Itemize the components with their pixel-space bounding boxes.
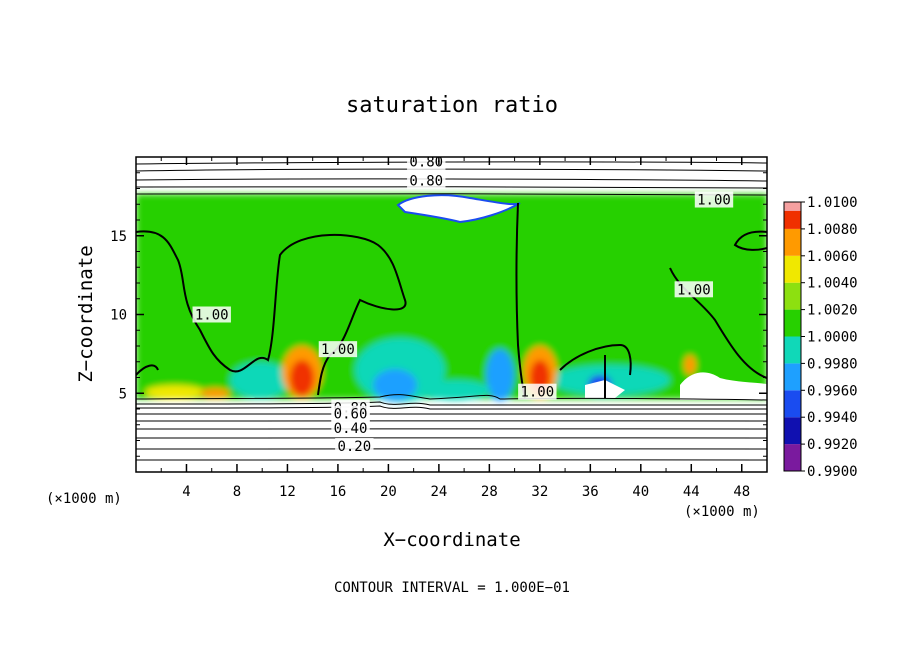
contour-label-bg bbox=[407, 157, 446, 170]
contour-label-bg bbox=[407, 172, 446, 189]
colorbar-label: 1.0000 bbox=[807, 330, 858, 346]
contour-label: 0.20 bbox=[337, 439, 371, 455]
colorbar-segment bbox=[784, 309, 801, 337]
contour-label: 1.00 bbox=[321, 342, 355, 358]
contour-label-bg bbox=[331, 419, 370, 436]
x-axis: 4 8 12 16 20 24 28 32 36 40 44 48 bbox=[160, 157, 750, 500]
x-tick-label: 36 bbox=[582, 484, 599, 500]
y-axis-label: Z−coordinate bbox=[75, 245, 97, 382]
x-tick-label: 40 bbox=[632, 484, 649, 500]
colorbar-segment bbox=[784, 282, 801, 310]
lower-clear-region bbox=[680, 372, 767, 400]
contour-label: 0.60 bbox=[334, 407, 368, 423]
x-tick-label: 4 bbox=[182, 484, 190, 500]
colorbar-label: 0.9960 bbox=[807, 383, 858, 399]
x-tick-label: 8 bbox=[233, 484, 241, 500]
colorbar-label: 1.0060 bbox=[807, 249, 858, 265]
contour-label-bg bbox=[318, 341, 358, 358]
y-tick-label: 5 bbox=[119, 386, 127, 402]
y-tick-label: 15 bbox=[110, 229, 127, 245]
x-tick-label: 48 bbox=[733, 484, 750, 500]
x-tick-label: 20 bbox=[380, 484, 397, 500]
x-tick-label: 32 bbox=[531, 484, 548, 500]
contour-label: 0.40 bbox=[334, 421, 368, 437]
contour-label: 1.00 bbox=[677, 282, 711, 298]
contour-label: 1.00 bbox=[697, 193, 731, 209]
lower-contours bbox=[136, 394, 767, 461]
x-tick-label: 24 bbox=[430, 484, 447, 500]
contour-interval-note: CONTOUR INTERVAL = 1.000E−01 bbox=[334, 580, 570, 596]
colorbar-segment bbox=[784, 363, 801, 391]
contour-label: 0.80 bbox=[409, 174, 443, 190]
colorbar-segment bbox=[784, 228, 801, 256]
colorbar-label: 0.9980 bbox=[807, 356, 858, 372]
colorbar-segment bbox=[784, 444, 801, 471]
x-unit-left: (×1000 m) bbox=[46, 491, 122, 507]
contour-label-bg bbox=[674, 281, 714, 298]
colorbar: 0.9900 0.9920 0.9940 0.9960 0.9980 1.0000 1.00… bbox=[783, 195, 858, 480]
colorbar-segment bbox=[784, 417, 801, 445]
x-unit-right: (×1000 m) bbox=[684, 504, 760, 520]
upper-contours bbox=[136, 161, 767, 196]
y-tick-label: 10 bbox=[110, 308, 127, 324]
x-tick-label: 44 bbox=[683, 484, 700, 500]
colorbar-label: 0.9920 bbox=[807, 437, 858, 453]
x-tick-label: 28 bbox=[481, 484, 498, 500]
chart-title: saturation ratio bbox=[346, 93, 558, 118]
colorbar-label: 0.9900 bbox=[807, 464, 858, 480]
x-axis-label: X−coordinate bbox=[383, 529, 520, 551]
plot-area: 0.800.801.001.001.001.001.000.800.600.40… bbox=[136, 155, 767, 472]
contour-label-bg bbox=[518, 383, 557, 400]
colorbar-label: 1.0040 bbox=[807, 276, 858, 292]
colorbar-label: 1.0020 bbox=[807, 303, 858, 319]
x-tick-label: 16 bbox=[329, 484, 346, 500]
contour-label: 1.00 bbox=[195, 308, 229, 324]
contour-label-bg bbox=[331, 405, 370, 422]
colorbar-segment bbox=[784, 255, 801, 283]
upper-clear-region bbox=[396, 194, 521, 224]
colorbar-label: 1.0080 bbox=[807, 222, 858, 238]
colorbar-label: 1.0100 bbox=[807, 195, 858, 211]
colorbar-label: 0.9940 bbox=[807, 410, 858, 426]
colorbar-top-segment bbox=[784, 202, 801, 211]
unity-contours bbox=[136, 202, 767, 399]
contour-label: 1.00 bbox=[520, 385, 554, 401]
contour-label-bg bbox=[694, 191, 734, 208]
colorbar-segment bbox=[784, 336, 801, 364]
colorbar-segment bbox=[784, 390, 801, 418]
contour-label: 0.80 bbox=[409, 155, 443, 171]
contour-label-bg bbox=[335, 438, 374, 455]
saturation-field bbox=[136, 194, 767, 402]
contour-labels: 0.800.801.001.001.001.001.000.800.600.40… bbox=[192, 155, 734, 455]
x-tick-label: 12 bbox=[279, 484, 296, 500]
contour-label-bg bbox=[192, 306, 231, 323]
y-axis: 5 10 15 bbox=[110, 172, 767, 457]
